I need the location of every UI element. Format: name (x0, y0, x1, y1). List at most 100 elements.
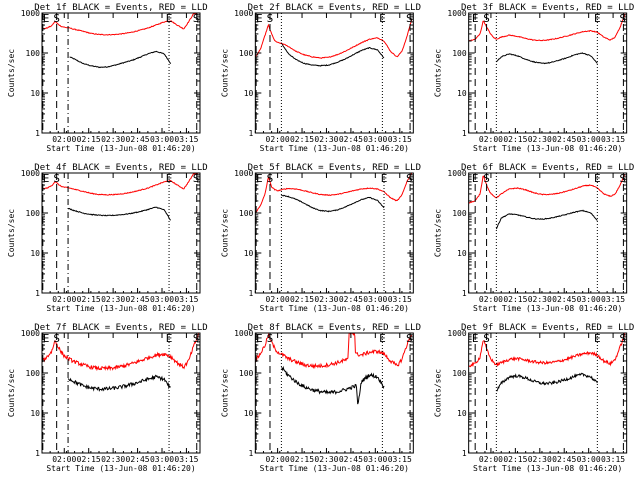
series-line-events (281, 194, 385, 213)
x-tick-label: 03:15 (174, 295, 198, 304)
marker-label: E (166, 332, 173, 345)
series-line-events (281, 365, 385, 405)
y-axis-label: Counts/sec (434, 369, 443, 417)
marker-label: S (483, 172, 490, 185)
marker-label: E (594, 12, 601, 25)
chart-title: Det 4f BLACK = Events, RED = LLD (34, 163, 207, 173)
x-tick-label: 02:30 (528, 295, 552, 304)
marker-label: S (193, 332, 200, 345)
x-tick-label: 02:15 (290, 295, 314, 304)
series-line-lld (255, 333, 413, 370)
plot-frame (468, 332, 628, 454)
x-tick-label: 02:30 (101, 455, 125, 464)
x-tick-label: 02:00 (479, 295, 503, 304)
marker-label: E (472, 332, 479, 345)
y-tick-label: 100 (239, 209, 254, 218)
x-tick-label: 03:00 (150, 295, 174, 304)
marker-label: S (483, 332, 490, 345)
y-tick-label: 100 (452, 369, 467, 378)
y-axis-label: Counts/sec (220, 369, 229, 417)
chart-title: Det 8f BLACK = Events, RED = LLD (248, 323, 421, 333)
x-tick-label: 03:15 (174, 455, 198, 464)
y-tick-label: 100 (452, 49, 467, 58)
x-tick-label: 02:00 (266, 295, 290, 304)
marker-label: E (43, 332, 50, 345)
series-line-events (67, 206, 172, 221)
x-tick-label: 02:30 (528, 135, 552, 144)
marker-label: S (53, 172, 60, 185)
x-tick-label: 02:30 (314, 455, 338, 464)
marker-label: S (406, 172, 413, 185)
y-tick-label: 1000 (21, 329, 40, 338)
y-tick-label: 1 (462, 289, 467, 298)
y-tick-label: 100 (26, 369, 41, 378)
x-tick-label: 02:00 (479, 455, 503, 464)
series-line-lld (42, 333, 199, 372)
y-tick-label: 100 (452, 209, 467, 218)
y-tick-label: 1 (462, 449, 467, 458)
chart-title: Det 2f BLACK = Events, RED = LLD (248, 3, 421, 13)
series-line-lld (42, 173, 199, 196)
plot-frame (254, 332, 414, 454)
series-line-lld (468, 333, 626, 368)
marker-label: S (619, 12, 626, 25)
chart-title: Det 1f BLACK = Events, RED = LLD (34, 3, 207, 13)
x-axis-label: Start Time (13-Jun-08 01:46:20) (46, 464, 195, 473)
x-axis-label: Start Time (13-Jun-08 01:46:20) (46, 144, 195, 153)
y-tick-label: 1000 (447, 169, 466, 178)
x-tick-label: 02:00 (266, 455, 290, 464)
x-tick-label: 03:15 (388, 135, 412, 144)
x-tick-label: 02:45 (339, 135, 363, 144)
y-tick-label: 1 (249, 289, 254, 298)
y-tick-label: 10 (244, 89, 254, 98)
x-tick-label: 02:30 (528, 455, 552, 464)
x-tick-label: 02:15 (290, 135, 314, 144)
marker-label: E (166, 12, 173, 25)
marker-label: E (472, 172, 479, 185)
y-tick-label: 10 (30, 89, 40, 98)
x-tick-label: 02:15 (503, 135, 527, 144)
chart-title: Det 9f BLACK = Events, RED = LLD (461, 323, 634, 333)
y-tick-label: 1000 (234, 329, 253, 338)
series-line-lld (42, 13, 199, 36)
x-tick-label: 02:45 (339, 295, 363, 304)
plot-frame (468, 172, 628, 294)
x-tick-label: 02:45 (126, 135, 150, 144)
x-tick-label: 03:15 (388, 455, 412, 464)
y-tick-label: 1 (35, 129, 40, 138)
y-axis-label: Counts/sec (7, 49, 16, 97)
y-tick-label: 1 (249, 129, 254, 138)
plot-frame (254, 172, 414, 294)
x-axis-label: Start Time (13-Jun-08 01:46:20) (473, 464, 622, 473)
plot-frame (468, 12, 628, 134)
x-tick-label: 03:00 (363, 455, 387, 464)
marker-label: S (406, 332, 413, 345)
x-tick-label: 02:45 (126, 295, 150, 304)
y-tick-label: 100 (239, 369, 254, 378)
marker-label: S (267, 332, 274, 345)
marker-label: S (619, 332, 626, 345)
chart-title: Det 3f BLACK = Events, RED = LLD (461, 3, 634, 13)
y-tick-label: 100 (239, 49, 254, 58)
x-tick-label: 02:00 (266, 135, 290, 144)
series-line-lld (255, 173, 413, 214)
y-tick-label: 10 (457, 409, 467, 418)
y-tick-label: 10 (457, 249, 467, 258)
x-tick-label: 03:15 (174, 135, 198, 144)
y-tick-label: 10 (457, 89, 467, 98)
series-line-events (69, 50, 172, 69)
marker-label: E (43, 12, 50, 25)
series-line-events (67, 374, 171, 392)
marker-label: S (193, 12, 200, 25)
x-tick-label: 03:15 (601, 135, 625, 144)
plot-frame (254, 12, 414, 134)
plot-frame (41, 332, 201, 454)
x-tick-label: 02:45 (339, 455, 363, 464)
x-tick-label: 02:00 (52, 295, 76, 304)
x-tick-label: 03:00 (150, 455, 174, 464)
marker-label: S (483, 12, 490, 25)
